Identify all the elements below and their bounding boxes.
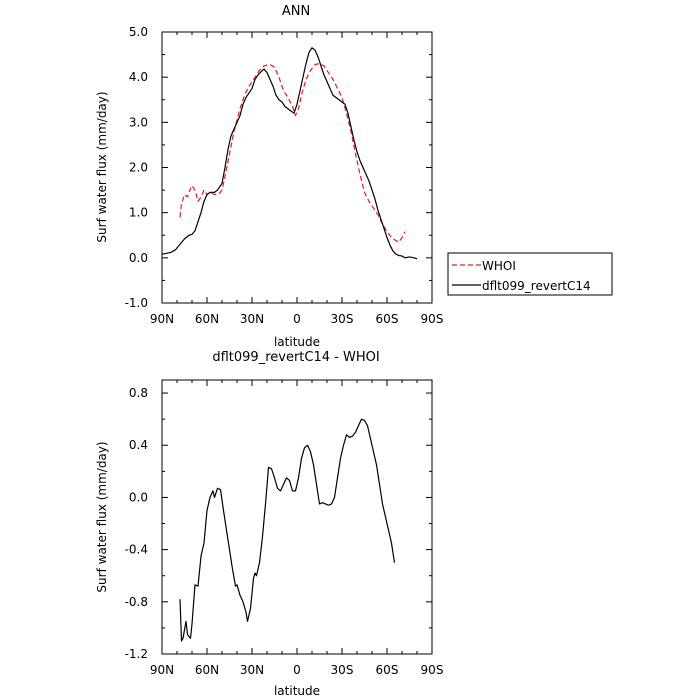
bottom-x-tick-label: 30N [240, 663, 264, 677]
top-y-tick-label: 5.0 [129, 25, 148, 39]
bottom-y-tick-label: -0.4 [125, 543, 148, 557]
legend-model-label: dflt099_revertC14 [482, 279, 591, 293]
bottom-x-tick-label: 0 [293, 663, 301, 677]
bottom-x-axis-label: latitude [274, 684, 320, 698]
top-y-axis-label: Surf water flux (mm/day) [95, 91, 109, 242]
legend-whoi-label: WHOI [482, 259, 516, 273]
bottom-plot-frame [161, 379, 433, 655]
bottom-y-tick-label: -1.2 [125, 647, 148, 661]
top-series-line-0 [179, 63, 406, 243]
bottom-x-tick-label: 90S [421, 663, 444, 677]
top-y-tick-label: 2.0 [129, 161, 148, 175]
top-x-tick-label: 90S [421, 312, 444, 326]
top-x-tick-label: 30S [331, 312, 354, 326]
top-y-tick-label: 3.0 [129, 115, 148, 129]
top-plot-frame [161, 31, 433, 304]
bottom-y-tick-label: 0.8 [129, 386, 148, 400]
bottom-y-tick-label: 0.4 [129, 438, 148, 452]
top-y-tick-label: 1.0 [129, 206, 148, 220]
top-x-tick-label: 30N [240, 312, 264, 326]
top-series [161, 47, 418, 260]
bottom-x-tick-label: 60N [195, 663, 219, 677]
top-y-tick-label: 4.0 [129, 70, 148, 84]
bottom-y-axis-label: Surf water flux (mm/day) [95, 441, 109, 592]
top-x-tick-label: 90N [150, 312, 174, 326]
top-x-tick-label: 60S [376, 312, 399, 326]
top-series-line-1 [161, 47, 418, 260]
legend-box [447, 252, 613, 296]
bottom-chart-title: dflt099_revertC14 - WHOI [212, 350, 379, 365]
bottom-x-tick-label: 60S [376, 663, 399, 677]
top-y-tick-label: -1.0 [125, 296, 148, 310]
top-ticks: 90N 60N 30N 0 30S 60S 90S -1.0 0.0 1.0 2.0 3.0 4.0 5.… [125, 25, 444, 326]
legend: WHOI dflt099_revertC14 [447, 252, 613, 296]
bottom-y-tick-label: 0.0 [129, 490, 148, 504]
bottom-series [179, 418, 396, 642]
top-y-tick-label: 0.0 [129, 251, 148, 265]
top-chart-title: ANN [282, 4, 310, 19]
top-x-axis-label: latitude [274, 335, 320, 349]
bottom-ticks: 90N 60N 30N 0 30S 60S 90S -1.2 -0.8 -0.4 0.0 0.4 0.8 [125, 380, 444, 677]
top-x-tick-label: 0 [293, 312, 301, 326]
top-chart: ANN 90N 60N 30N 0 30S 60S 90S -1.0 0.0 1.0 2.0 3.0 4… [95, 4, 443, 349]
bottom-x-tick-label: 30S [331, 663, 354, 677]
bottom-series-line-0 [179, 418, 396, 642]
bottom-y-tick-label: -0.8 [125, 595, 148, 609]
top-x-tick-label: 60N [195, 312, 219, 326]
bottom-chart: dflt099_revertC14 - WHOI 90N 60N 30N 0 30S 60… [95, 350, 443, 698]
bottom-x-tick-label: 90N [150, 663, 174, 677]
